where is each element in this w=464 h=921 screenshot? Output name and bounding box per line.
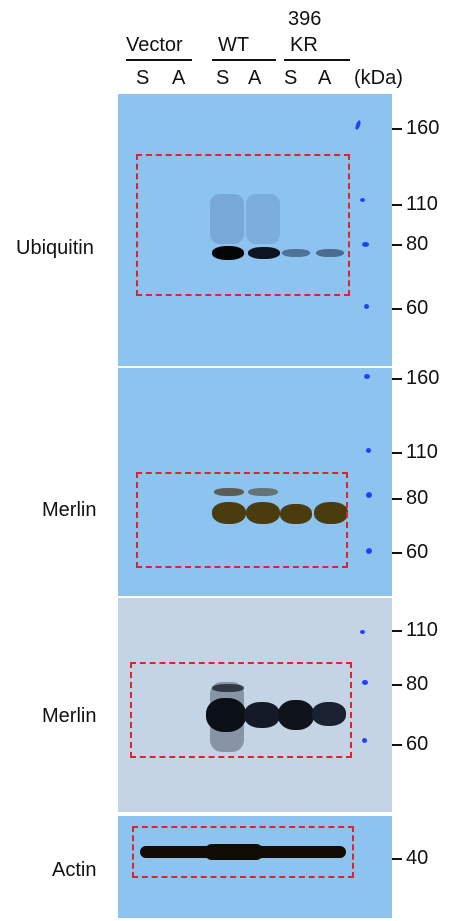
mw-label-p3-0: 110 [406,619,438,641]
header-396: 396 [288,8,322,30]
ladder-marker-160 [354,119,362,131]
tick-80b [392,498,402,500]
header-kda: (kDa) [354,67,403,89]
mw-label-p2-0: 160 [406,367,440,389]
ubiquitin-smear-wt-s [210,194,244,244]
mutant-underline [284,59,350,61]
ladder-marker-160b [364,374,370,379]
mw-label-p2-2: 80 [406,487,429,509]
lane-label-1: S [136,67,150,89]
merlin1-band-kr-a [314,502,348,524]
ubiquitin-band-wt-s [212,246,244,260]
wt-underline [212,59,276,61]
panel4-label: Actin [52,859,97,881]
tick-160 [392,128,402,130]
ubiquitin-smear-wt-a [246,194,280,244]
merlin2-upper-wt-s [212,684,244,692]
ubiquitin-band-kr-s [282,249,310,257]
ladder-marker-110b [366,448,371,453]
vector-underline [126,59,192,61]
ubiquitin-band-wt-a [248,247,280,259]
merlin2-band-kr-s [278,700,314,730]
tick-80c [392,684,402,686]
lane-label-3: S [216,67,230,89]
panel2-label: Merlin [42,499,97,521]
tick-110b [392,452,402,454]
lane-label-6: A [318,67,332,89]
ladder-marker-80b [366,492,372,498]
dashed-box-ubiquitin [136,154,350,296]
mw-label-p3-2: 60 [406,733,429,755]
header-vector: Vector [126,34,183,56]
mw-label-p2-1: 110 [406,441,438,463]
mw-label-p3-1: 80 [406,673,429,695]
merlin2-band-wt-s [206,698,246,732]
merlin1-band-wt-s [212,502,246,524]
merlin1-upper-wt-a [248,488,278,496]
tick-40 [392,858,402,860]
merlin1-band-kr-s [280,504,312,524]
tick-110 [392,204,402,206]
tick-110c [392,630,402,632]
mw-label-p1-2: 80 [406,233,429,255]
merlin1-band-wt-a [246,502,280,524]
panel1-label: Ubiquitin [16,237,94,259]
mw-label-p1-1: 110 [406,193,438,215]
actin-band-bulge [204,844,264,860]
ubiquitin-band-kr-a [316,249,344,257]
tick-160b [392,378,402,380]
ladder-marker-80 [362,242,369,247]
mw-label-p4-0: 40 [406,847,429,869]
tick-60c [392,744,402,746]
ladder-marker-110 [360,198,365,202]
merlin2-band-wt-a [244,702,280,728]
dashed-box-merlin-2 [130,662,352,758]
mw-label-p1-0: 160 [406,117,440,139]
blot-panel-actin [118,816,392,918]
mw-label-p1-3: 60 [406,297,429,319]
dashed-box-merlin-1 [136,472,348,568]
tick-80 [392,244,402,246]
mw-label-p2-3: 60 [406,541,429,563]
ladder-marker-60c [362,738,367,743]
blot-panel-ubiquitin [118,94,392,366]
ladder-marker-60 [364,304,369,309]
merlin1-upper-wt-s [214,488,244,496]
ladder-marker-60b [366,548,372,554]
ladder-marker-110c [360,630,365,634]
ladder-marker-80c [362,680,368,685]
blot-panel-merlin-2 [118,598,392,812]
header-kr: KR [290,34,318,56]
lane-label-5: S [284,67,298,89]
merlin2-band-kr-a [312,702,346,726]
lane-label-4: A [248,67,262,89]
tick-60 [392,308,402,310]
tick-60b [392,552,402,554]
header-wt: WT [218,34,250,56]
lane-label-2: A [172,67,186,89]
dashed-box-actin [132,826,354,878]
panel3-label: Merlin [42,705,97,727]
